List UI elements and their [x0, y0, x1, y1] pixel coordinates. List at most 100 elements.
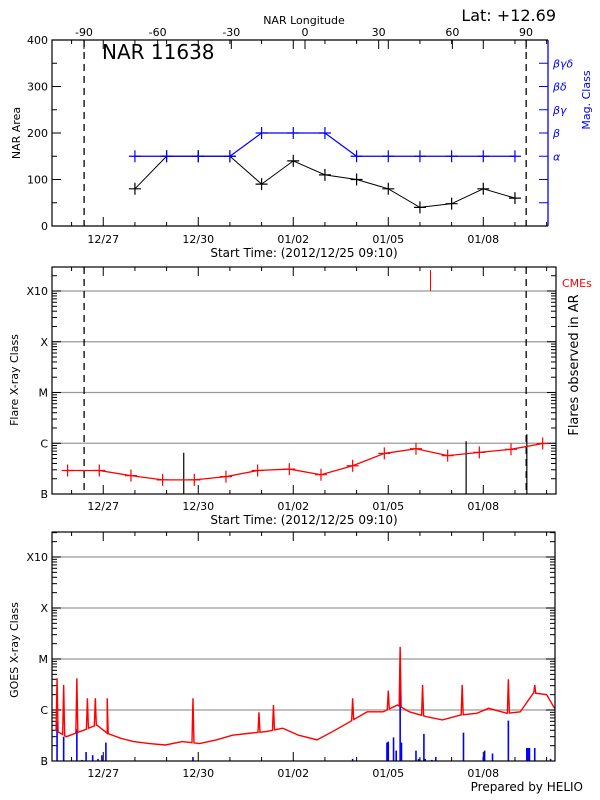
x-tick-label: 01/05 — [372, 500, 404, 513]
flare-class-point — [346, 459, 359, 472]
y-tick-label: 300 — [27, 81, 48, 94]
panel2-frame — [51, 266, 557, 495]
y-tick-label: C — [40, 437, 48, 450]
mag-class-point — [413, 150, 426, 163]
flare-class-point — [409, 442, 422, 455]
y-tick-label: B — [40, 488, 48, 501]
x-tick-label: 12/30 — [182, 767, 214, 780]
y-tick-label: 0 — [41, 220, 48, 233]
area-point — [477, 182, 490, 195]
area-point — [255, 178, 268, 191]
mag-class-point — [192, 150, 205, 163]
x-tick-label: 01/05 — [372, 767, 404, 780]
x-tick-label: 12/27 — [87, 767, 119, 780]
area-point — [318, 168, 331, 181]
mag-class-label: βγ — [552, 104, 567, 117]
lat-label: Lat: +12.69 — [461, 6, 556, 25]
mag-class-point — [318, 127, 331, 139]
x-tick-label: 12/30 — [182, 500, 214, 513]
x-tick-label: 01/02 — [277, 233, 309, 246]
area-line — [134, 155, 516, 208]
panel2-y2label: Flares observed in AR — [567, 294, 582, 435]
mag-class-point — [223, 150, 236, 163]
mag-class-point — [508, 150, 521, 163]
flare-class-point — [124, 469, 137, 482]
y-tick-label: X10 — [26, 285, 48, 298]
area-point — [445, 197, 458, 210]
flare-class-point — [219, 470, 232, 483]
x-tick-label: 01/08 — [467, 233, 499, 246]
y-tick-label: X — [40, 336, 48, 349]
mag-class-point — [128, 150, 141, 163]
longitude-tick-label: 90 — [519, 26, 533, 39]
flare-class-point — [536, 437, 549, 450]
panel2-xlabel: Start Time: (2012/12/25 09:10) — [210, 513, 397, 527]
mag-class-point — [477, 150, 490, 163]
x-tick-label: 01/08 — [467, 767, 499, 780]
panel1-xlabel: Start Time: (2012/12/25 09:10) — [210, 246, 397, 260]
longitude-tick-label: -90 — [75, 26, 93, 39]
flare-class-point — [93, 464, 106, 477]
panel3-ylabel: GOES X-ray Class — [8, 602, 21, 698]
flare-class-point — [504, 443, 517, 456]
y-tick-label: 100 — [27, 174, 48, 187]
mag-class-point — [287, 127, 300, 139]
x-tick-label: 12/27 — [87, 500, 119, 513]
longitude-tick-label: 60 — [445, 26, 459, 39]
mag-class-label: β — [552, 127, 560, 140]
panel1-frame — [51, 39, 548, 227]
y-tick-label: B — [40, 755, 48, 768]
y-tick-label: 200 — [27, 127, 48, 140]
flare-class-point — [314, 468, 327, 481]
x-tick-label: 01/08 — [467, 500, 499, 513]
flare-class-point — [156, 473, 169, 486]
panel2-ylabel: Flare X-ray Class — [8, 334, 21, 426]
flare-class-point — [283, 463, 296, 476]
cme-label: CMEs — [562, 277, 592, 290]
longitude-tick-label: -30 — [222, 26, 240, 39]
y-tick-label: X10 — [26, 551, 48, 564]
mag-class-point — [382, 150, 395, 163]
panel1-title: NAR 11638 — [102, 40, 215, 64]
flare-class-point — [441, 449, 454, 462]
x-tick-label: 01/02 — [277, 500, 309, 513]
longitude-tick-label: 30 — [372, 26, 386, 39]
mag-class-label: βδ — [552, 81, 567, 94]
mag-class-point — [350, 150, 363, 163]
y-tick-label: X — [40, 602, 48, 615]
flare-class-point — [188, 473, 201, 486]
panel1-ylabel: NAR Area — [10, 107, 23, 159]
area-point — [128, 182, 141, 195]
longitude-tick-label: -60 — [149, 26, 167, 39]
goes-flux-line — [55, 646, 556, 746]
mag-class-label: α — [553, 150, 561, 163]
x-tick-label: 12/30 — [182, 233, 214, 246]
panel1-y2label: Mag. Class — [580, 70, 593, 129]
mag-class-point — [445, 150, 458, 163]
flare-class-point — [473, 446, 486, 459]
flare-class-line — [67, 442, 543, 481]
longitude-tick-label: 0 — [302, 26, 309, 39]
x-tick-label: 01/05 — [372, 233, 404, 246]
y-tick-label: M — [39, 653, 49, 666]
credit-label: Prepared by HELIO — [471, 780, 583, 794]
y-tick-label: 400 — [27, 34, 48, 47]
x-tick-label: 01/02 — [277, 767, 309, 780]
panel3-frame — [51, 531, 556, 762]
flare-class-point — [378, 447, 391, 460]
y-tick-label: C — [40, 704, 48, 717]
area-point — [287, 154, 300, 167]
top-axis-label: NAR Longitude — [263, 14, 345, 27]
y-tick-label: M — [39, 387, 49, 400]
area-point — [413, 201, 426, 214]
mag-class-point — [255, 127, 268, 139]
area-point — [382, 182, 395, 195]
mag-class-point — [160, 150, 173, 163]
area-point — [350, 173, 363, 186]
flare-class-point — [61, 464, 74, 477]
mag-class-label: βγδ — [552, 57, 574, 70]
x-tick-label: 12/27 — [87, 233, 119, 246]
flare-class-point — [251, 464, 264, 477]
